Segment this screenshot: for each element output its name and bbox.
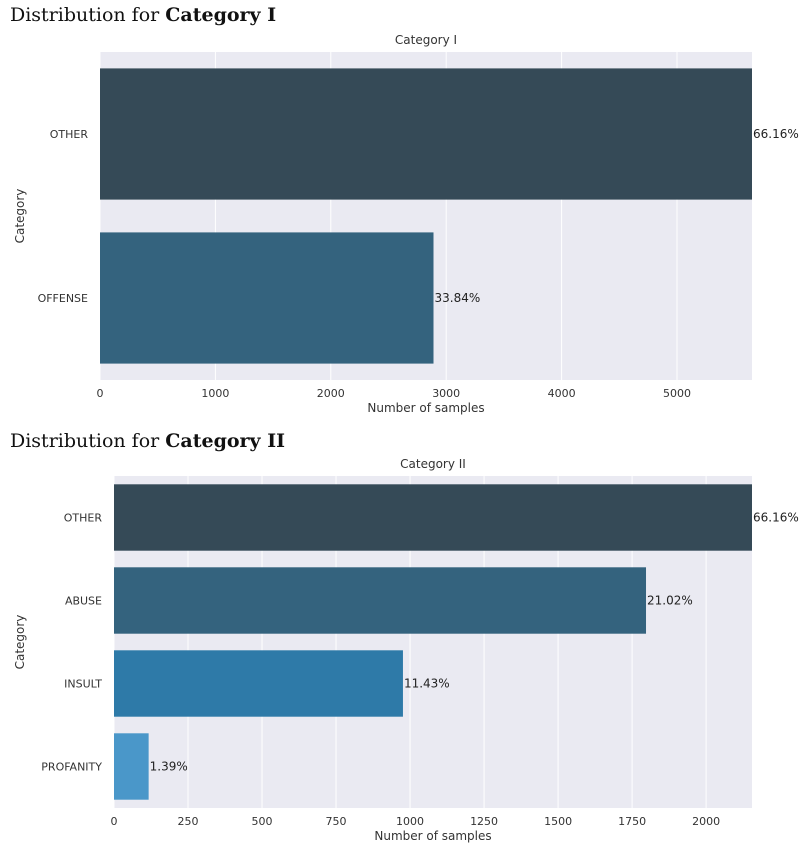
x-tick-label: 750: [326, 815, 347, 828]
x-tick-label: 250: [178, 815, 199, 828]
y-tick-label: PROFANITY: [41, 761, 102, 774]
x-axis-label: Number of samples: [367, 401, 484, 415]
heading-prefix: Distribution for: [10, 4, 166, 26]
bar: [100, 68, 752, 200]
x-tick-label: 1500: [544, 815, 572, 828]
y-tick-label: INSULT: [64, 678, 102, 691]
x-tick-label: 1000: [201, 387, 229, 400]
x-tick-label: 2000: [317, 387, 345, 400]
x-tick-label: 1000: [396, 815, 424, 828]
chart-category-1: Category I 0 1000 2000 3000 4000 5000 OTHER 66.1…: [13, 33, 799, 415]
y-tick-label: OTHER: [50, 128, 89, 141]
data-label: 1.39%: [150, 760, 188, 774]
data-label: 66.16%: [753, 511, 799, 525]
y-axis-label: Category: [13, 615, 27, 670]
heading-bold: Category II: [165, 430, 285, 452]
x-tick-label: 0: [111, 815, 118, 828]
chart-title: Category I: [395, 33, 457, 47]
x-tick-label: 500: [252, 815, 273, 828]
x-tick-label: 4000: [548, 387, 576, 400]
bar: [100, 232, 434, 364]
heading-prefix: Distribution for: [10, 430, 166, 452]
y-tick-label: OTHER: [64, 512, 103, 525]
section-heading-category-2: Distribution for Category II: [10, 430, 285, 452]
section-heading-category-1: Distribution for Category I: [10, 4, 276, 26]
data-label: 66.16%: [753, 127, 799, 141]
bar: [114, 567, 647, 634]
data-label: 33.84%: [435, 291, 481, 305]
bar: [114, 650, 403, 717]
chart-title: Category II: [400, 457, 466, 471]
data-label: 21.02%: [647, 594, 693, 608]
y-axis-label: Category: [13, 189, 27, 244]
x-axis-label: Number of samples: [374, 829, 491, 843]
x-tick-label: 0: [97, 387, 104, 400]
y-tick-label: ABUSE: [65, 595, 102, 608]
bar: [114, 484, 752, 551]
x-tick-label: 1750: [618, 815, 646, 828]
chart-category-2: Category II 0 250 500 750 1000 1250 1500 1750 200…: [13, 457, 799, 843]
y-tick-label: OFFENSE: [38, 292, 88, 305]
heading-bold: Category I: [165, 4, 277, 26]
x-tick-label: 1250: [470, 815, 498, 828]
x-tick-label: 5000: [663, 387, 691, 400]
data-label: 11.43%: [404, 677, 450, 691]
bar: [114, 733, 149, 800]
x-tick-label: 3000: [432, 387, 460, 400]
x-tick-label: 2000: [692, 815, 720, 828]
